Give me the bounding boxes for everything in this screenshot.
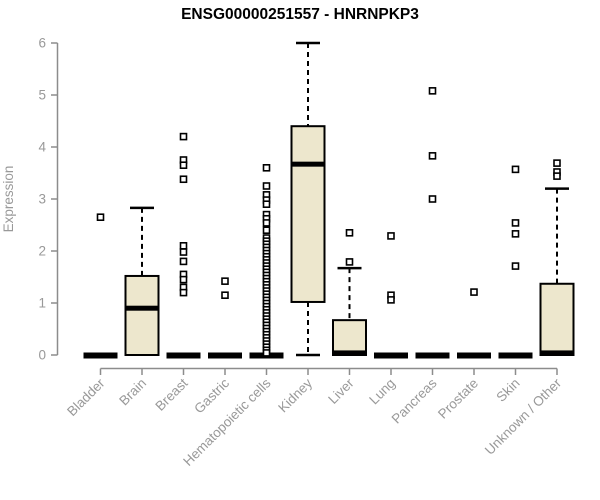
outlier-marker xyxy=(179,242,188,250)
outlier-marker xyxy=(428,195,437,203)
boxplot-breast xyxy=(166,132,201,359)
collapsed-box xyxy=(374,352,408,359)
boxplot-unknown-other xyxy=(539,159,575,357)
box-rect xyxy=(124,274,160,356)
outlier-marker xyxy=(262,226,271,234)
boxplot-gastric xyxy=(208,277,242,359)
boxplot-lung xyxy=(374,232,408,359)
outlier-marker xyxy=(387,232,395,240)
boxplot-bladder xyxy=(83,213,118,359)
outlier-marker xyxy=(387,296,395,304)
boxplot-prostate xyxy=(457,288,491,359)
boxplot-liver xyxy=(332,229,367,357)
collapsed-box xyxy=(83,352,118,359)
y-tick-label: 1 xyxy=(38,296,46,311)
outlier-marker xyxy=(179,257,188,266)
collapsed-box xyxy=(457,352,491,359)
outlier-marker xyxy=(428,152,437,160)
box-rect xyxy=(290,125,326,303)
y-tick-label: 6 xyxy=(38,36,46,51)
outlier-marker xyxy=(511,165,520,174)
outlier-marker xyxy=(179,248,188,256)
x-tick-label: Gastric xyxy=(191,375,232,416)
outlier-marker xyxy=(553,172,561,180)
y-tick-label: 3 xyxy=(38,192,46,207)
y-tick-label: 5 xyxy=(38,88,46,103)
boxplot-brain xyxy=(124,206,160,356)
outlier-marker xyxy=(179,175,188,184)
boxplot-kidney xyxy=(290,41,326,357)
x-tick-label: Liver xyxy=(325,375,357,407)
x-tick-label: Skin xyxy=(493,376,522,405)
outlier-marker xyxy=(262,200,271,208)
outlier-marker xyxy=(179,132,188,141)
y-tick-label: 4 xyxy=(38,140,46,155)
x-tick-label: Bladder xyxy=(64,375,108,419)
x-tick-label: Kidney xyxy=(275,375,315,415)
boxplot-hematopoietic-cells xyxy=(249,164,284,359)
outlier-marker xyxy=(96,213,105,221)
outlier-marker xyxy=(262,164,271,172)
box-rect xyxy=(332,319,367,357)
outlier-marker xyxy=(345,258,354,266)
chart-title: ENSG00000251557 - HNRNPKP3 xyxy=(181,6,419,23)
outlier-marker xyxy=(179,161,188,169)
y-axis-title: Expression xyxy=(1,166,16,233)
outlier-marker xyxy=(262,219,271,227)
median-line xyxy=(540,350,574,356)
y-tick-label: 2 xyxy=(38,244,46,259)
outlier-marker xyxy=(179,275,188,284)
boxplot-skin xyxy=(498,165,533,359)
median-line xyxy=(125,305,159,311)
x-tick-label: Prostate xyxy=(435,376,481,422)
outlier-marker xyxy=(345,229,354,237)
collapsed-box xyxy=(166,352,201,359)
boxplot-pancreas xyxy=(415,87,450,359)
x-tick-label: Unknown / Other xyxy=(482,375,565,458)
x-tick-label: Pancreas xyxy=(389,375,440,426)
x-tick-label: Breast xyxy=(152,375,190,413)
outlier-marker xyxy=(470,288,478,296)
outlier-marker xyxy=(428,87,437,95)
collapsed-box xyxy=(498,352,533,359)
box-rect xyxy=(539,282,575,357)
outlier-marker xyxy=(511,230,520,238)
y-tick-label: 0 xyxy=(38,348,46,363)
collapsed-box xyxy=(208,352,242,359)
outlier-marker xyxy=(221,277,229,285)
outlier-marker xyxy=(221,291,229,300)
outlier-marker xyxy=(179,288,188,297)
median-line xyxy=(291,161,325,167)
outlier-marker xyxy=(262,182,271,190)
outlier-marker xyxy=(511,262,520,270)
outlier-marker xyxy=(511,219,520,227)
outlier-marker xyxy=(262,349,271,357)
collapsed-box xyxy=(415,352,450,359)
x-tick-label: Brain xyxy=(116,376,149,409)
median-line xyxy=(333,350,366,356)
box-series xyxy=(83,41,575,359)
x-tick-label: Lung xyxy=(366,376,398,408)
outlier-marker xyxy=(553,159,561,167)
